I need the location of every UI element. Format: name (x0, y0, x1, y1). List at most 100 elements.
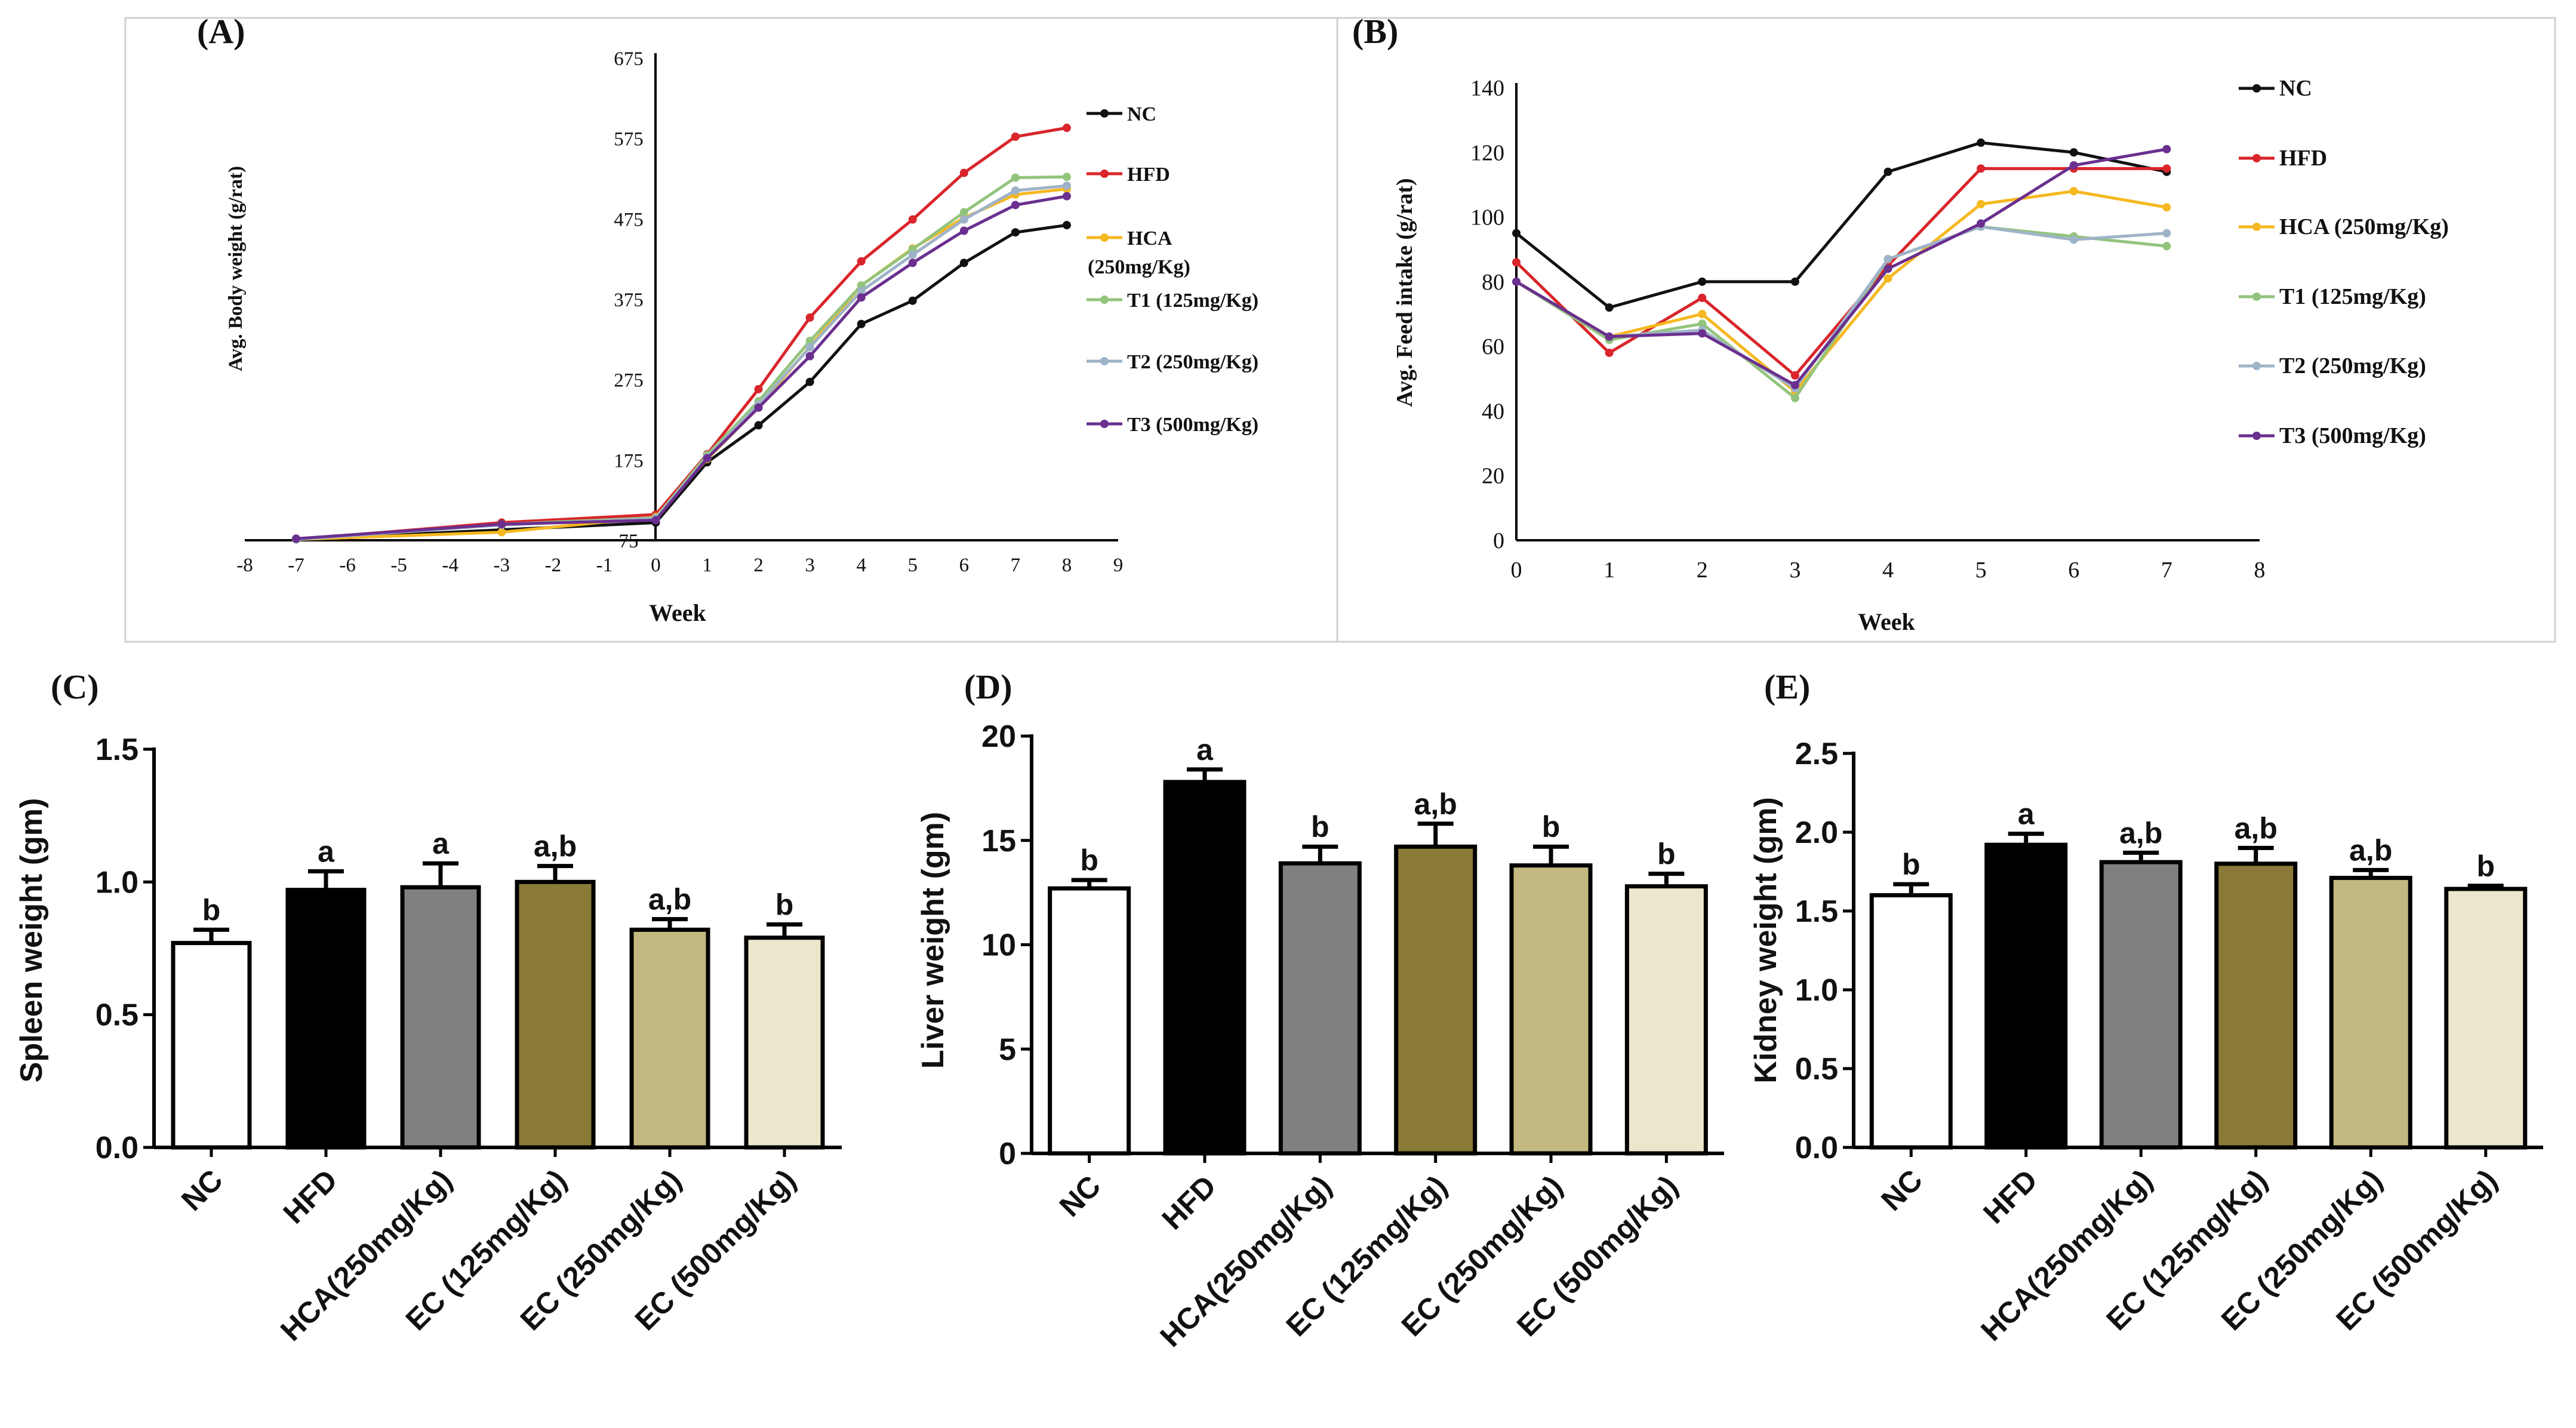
legend-label-hca: HCA (1127, 227, 1172, 250)
y-tick-label: 140 (1470, 76, 1504, 101)
category-label: NC (175, 1163, 229, 1217)
data-point-hfd (754, 384, 763, 393)
y-tick-label: 0.5 (1795, 1052, 1838, 1087)
x-tick-label: 7 (1011, 555, 1021, 576)
legend-marker-hca (1100, 233, 1109, 242)
data-point-hfd (1698, 293, 1707, 302)
chart-a-body-weight: -8 -7 -6 -5 -4 -3 -2 -1 0 1 2 3 4 5 6 7 8 9 675 575 475 375 27… (236, 48, 1258, 576)
x-tick-label: 0 (651, 555, 661, 576)
series-line-hfd (296, 126, 1067, 541)
data-point-t1 (1698, 319, 1707, 328)
data-point-nc (1062, 221, 1071, 230)
data-point-nc (908, 296, 917, 305)
legend-label-nc: NC (1127, 103, 1156, 125)
data-point-nc (857, 319, 866, 328)
x-tick-label: -3 (494, 555, 510, 576)
bar (2329, 876, 2412, 1150)
x-tick-label: 8 (2254, 558, 2266, 583)
significance-label: b (775, 888, 794, 921)
series-line-nc (1515, 141, 2167, 309)
data-point-t3 (857, 293, 866, 302)
y-tick-label: 20 (1482, 464, 1504, 489)
data-point-t2 (1011, 186, 1020, 195)
data-point-hfd (959, 168, 968, 177)
x-tick-label: -8 (236, 555, 253, 576)
legend-label-t3: T3 (500mg/Kg) (1127, 414, 1258, 436)
y-tick-label: 1.5 (96, 733, 139, 767)
x-tick-label: 4 (1882, 558, 1894, 583)
y-tick-label: 10 (981, 928, 1016, 963)
data-point-hfd (1977, 164, 1986, 173)
data-point-nc (959, 258, 968, 267)
bar (285, 888, 367, 1150)
x-tick-label: 4 (856, 555, 866, 576)
chart-e-kidney-weight: 0.00.51.01.52.02.5NCbHFDaHCA(250mg/Kg)a,… (1795, 737, 2543, 1347)
bar (1278, 861, 1362, 1156)
data-point-nc (2069, 148, 2078, 157)
data-point-hca (1698, 310, 1707, 318)
data-point-t1 (1062, 173, 1071, 181)
legend-label-hfd: HFD (1127, 164, 1170, 186)
y-tick-label: 120 (1470, 140, 1504, 165)
legend-marker-t2 (1100, 357, 1109, 365)
x-tick-label: 0 (1511, 558, 1522, 583)
significance-label: a,b (534, 830, 577, 863)
legend-label-t2: T2 (250mg/Kg) (1127, 351, 1258, 373)
significance-label: a,b (2235, 811, 2278, 845)
y-tick-label: 0 (999, 1137, 1016, 1171)
category-label: HFD (1156, 1169, 1223, 1236)
bar (2214, 861, 2298, 1150)
panel-a-ylabel: Avg. Body weight (g/rat) (225, 166, 247, 371)
data-point-t2 (1062, 181, 1071, 190)
data-point-hfd (1062, 124, 1071, 133)
panel-label-a: (A) (197, 12, 245, 51)
legend-marker-hfd (1100, 170, 1109, 178)
data-point-t3 (497, 520, 506, 529)
bar (629, 927, 710, 1150)
series-line-t1 (296, 175, 1067, 541)
data-point-t3 (1977, 219, 1986, 228)
x-tick-label: -4 (442, 555, 458, 576)
y-tick-label: 0.5 (96, 998, 139, 1033)
significance-label: a (318, 835, 335, 869)
category-label: NC (1053, 1169, 1107, 1223)
y-tick-label: 575 (614, 129, 644, 150)
panel-b-frame (1336, 17, 2556, 643)
y-tick-label: 175 (614, 450, 644, 472)
y-tick-label: 75 (619, 531, 639, 552)
bar (1984, 842, 2068, 1150)
bar (2099, 860, 2183, 1150)
significance-label: a,b (648, 883, 691, 916)
panel-label-c: (C) (51, 667, 99, 706)
data-point-t3 (2162, 144, 2171, 153)
data-point-t3 (2069, 161, 2078, 170)
significance-label: b (1657, 838, 1676, 871)
series-line-hfd (1515, 167, 2167, 378)
x-tick-label: 6 (2068, 558, 2079, 583)
data-point-nc (1790, 277, 1799, 286)
panel-d-ylabel: Liver weight (gm) (916, 812, 950, 1069)
category-label: HFD (1977, 1163, 2043, 1230)
x-tick-label: 8 (1062, 555, 1072, 576)
bar (1163, 780, 1247, 1156)
data-point-t2 (805, 343, 814, 352)
legend-label-t1: T1 (125mg/Kg) (1127, 290, 1258, 312)
legend-label-hca: HCA (250mg/Kg) (2279, 214, 2449, 239)
legend-marker-t2 (2252, 362, 2261, 370)
data-point-hfd (805, 313, 814, 322)
data-point-hfd (1790, 371, 1799, 380)
bar (1509, 863, 1593, 1156)
data-point-nc (1883, 167, 1892, 176)
y-tick-label: 275 (614, 370, 644, 392)
y-tick-label: 0.0 (1795, 1131, 1838, 1165)
data-point-hca (497, 528, 506, 537)
panel-e-ylabel: Kidney weight (gm) (1749, 797, 1783, 1084)
legend-marker-t3 (2252, 432, 2261, 440)
y-tick-label: 0 (1493, 528, 1504, 553)
y-tick-label: 40 (1482, 399, 1504, 424)
x-tick-label: 3 (1789, 558, 1801, 583)
panel-label-d: (D) (964, 667, 1012, 706)
